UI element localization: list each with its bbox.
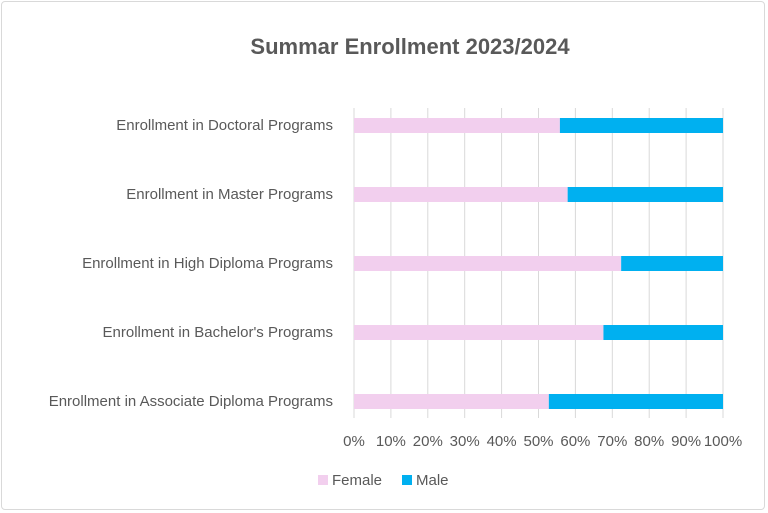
bar-male bbox=[621, 256, 723, 271]
category-label: Enrollment in Associate Diploma Programs bbox=[49, 393, 333, 410]
x-tick-label: 20% bbox=[413, 433, 443, 450]
x-tick-label: 40% bbox=[487, 433, 517, 450]
category-label: Enrollment in Bachelor's Programs bbox=[103, 324, 333, 341]
chart-title: Summar Enrollment 2023/2024 bbox=[250, 34, 570, 59]
category-label: Enrollment in High Diploma Programs bbox=[82, 255, 333, 272]
legend-swatch-male bbox=[402, 475, 412, 485]
bar-male bbox=[603, 325, 723, 340]
legend-swatch-female bbox=[318, 475, 328, 485]
x-tick-label: 0% bbox=[343, 433, 365, 450]
bar-female bbox=[354, 256, 622, 271]
bar-female bbox=[354, 187, 568, 202]
x-tick-label: 10% bbox=[376, 433, 406, 450]
x-tick-label: 60% bbox=[560, 433, 590, 450]
bar-female bbox=[354, 118, 560, 133]
legend-label-female: Female bbox=[332, 472, 382, 489]
x-tick-label: 70% bbox=[597, 433, 627, 450]
bar-female bbox=[354, 325, 604, 340]
x-tick-label: 100% bbox=[704, 433, 742, 450]
x-tick-label: 80% bbox=[634, 433, 664, 450]
x-tick-label: 30% bbox=[450, 433, 480, 450]
bar-female bbox=[354, 394, 549, 409]
bar-male bbox=[567, 187, 723, 202]
category-label: Enrollment in Doctoral Programs bbox=[116, 117, 333, 134]
bar-male bbox=[559, 118, 723, 133]
legend-label-male: Male bbox=[416, 472, 449, 489]
category-label: Enrollment in Master Programs bbox=[126, 186, 333, 203]
x-tick-label: 90% bbox=[671, 433, 701, 450]
x-tick-label: 50% bbox=[523, 433, 553, 450]
bar-male bbox=[548, 394, 723, 409]
